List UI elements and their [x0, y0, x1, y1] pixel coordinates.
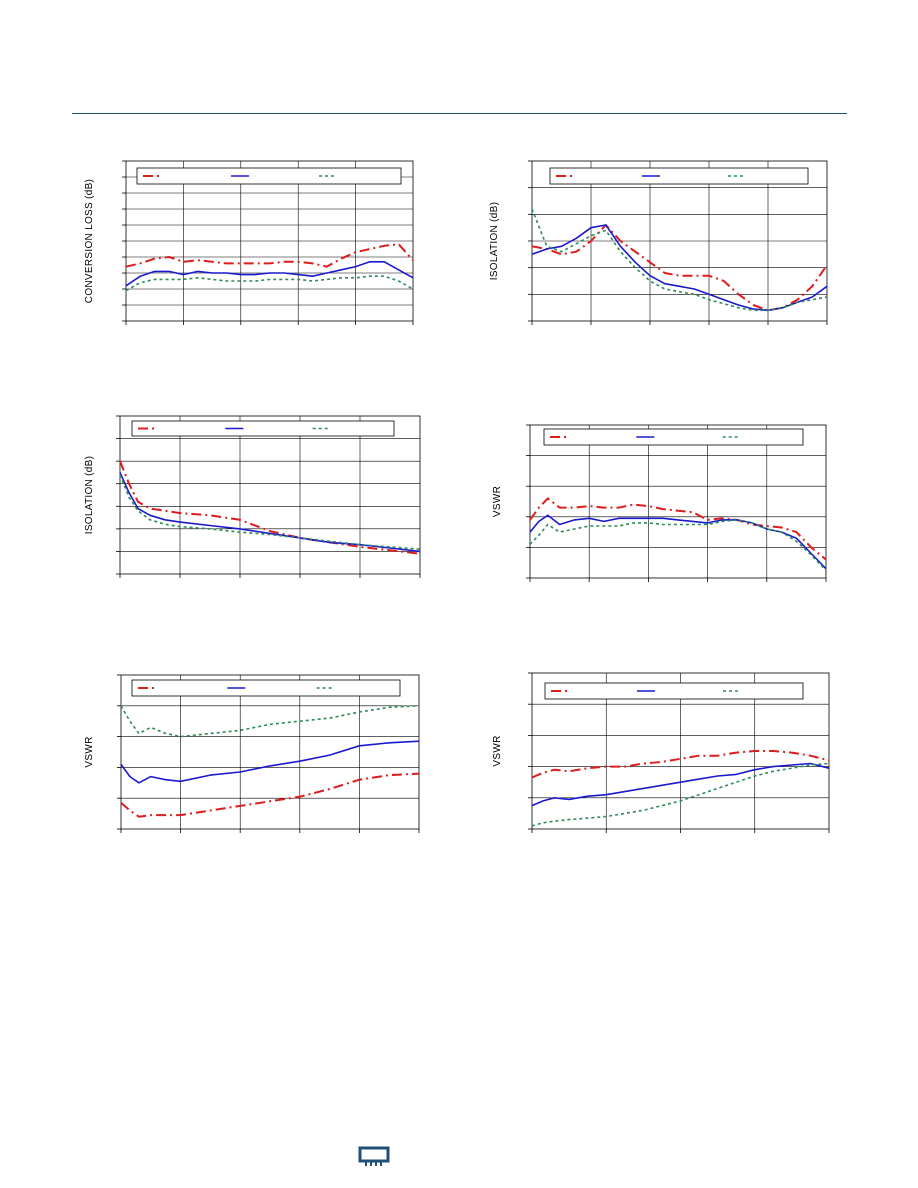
chart3-group: ISOLATION (dB)	[84, 415, 421, 578]
chart6-group: VSWR	[492, 672, 830, 833]
company-logo	[358, 1145, 390, 1172]
chart2-series-3-line	[531, 208, 828, 312]
chart4-series-3-line	[529, 519, 827, 571]
chart5-plot-frame	[120, 674, 420, 830]
chart2-ylabel: ISOLATION (dB)	[489, 202, 500, 280]
chart2-legend	[549, 167, 809, 185]
chart1-legend	[136, 167, 402, 185]
chart5-ylabel: VSWR	[84, 736, 95, 767]
chart1-ylabel: CONVERSION LOSS (dB)	[84, 179, 95, 303]
chart5-series-3-line	[120, 705, 420, 738]
chart2-plot-frame	[531, 160, 828, 322]
chart1-plot-frame	[125, 160, 414, 322]
chart1-series-3-line	[125, 275, 414, 292]
chart4-ylabel: VSWR	[492, 486, 503, 517]
chart1-series-1-line	[125, 243, 414, 268]
chart3-series-3-line	[119, 474, 421, 550]
chart5-group: VSWR	[84, 674, 420, 833]
chart3-series-2-line	[119, 472, 421, 553]
chart6-series-1-line	[531, 750, 830, 779]
chart6-legend	[544, 682, 804, 700]
chart4-legend	[543, 428, 804, 446]
chart4-series-1-line	[529, 497, 827, 561]
chart6-plot-frame	[531, 672, 830, 830]
chart4-series-2-line	[529, 514, 827, 570]
chip-logo-icon	[358, 1146, 390, 1166]
chart6-series-2-line	[531, 762, 830, 807]
chart5-series-2-line	[120, 740, 420, 784]
chart5-series-1-line	[120, 772, 420, 818]
chart4-plot-frame	[529, 424, 827, 579]
chart2-series-2-line	[531, 224, 828, 312]
chart1-series-2-line	[125, 260, 414, 287]
chart2-group: ISOLATION (dB)	[489, 160, 828, 325]
chart6-ylabel: VSWR	[492, 735, 503, 766]
chart3-ylabel: ISOLATION (dB)	[84, 456, 95, 534]
chart1-group: CONVERSION LOSS (dB)	[84, 160, 414, 325]
chart3-legend	[131, 420, 395, 437]
header-rule	[72, 113, 847, 114]
chart3-plot-frame	[119, 415, 421, 575]
chart3-series-1-line	[119, 460, 421, 555]
chart5-legend	[131, 679, 401, 697]
chart4-group: VSWR	[492, 424, 827, 582]
